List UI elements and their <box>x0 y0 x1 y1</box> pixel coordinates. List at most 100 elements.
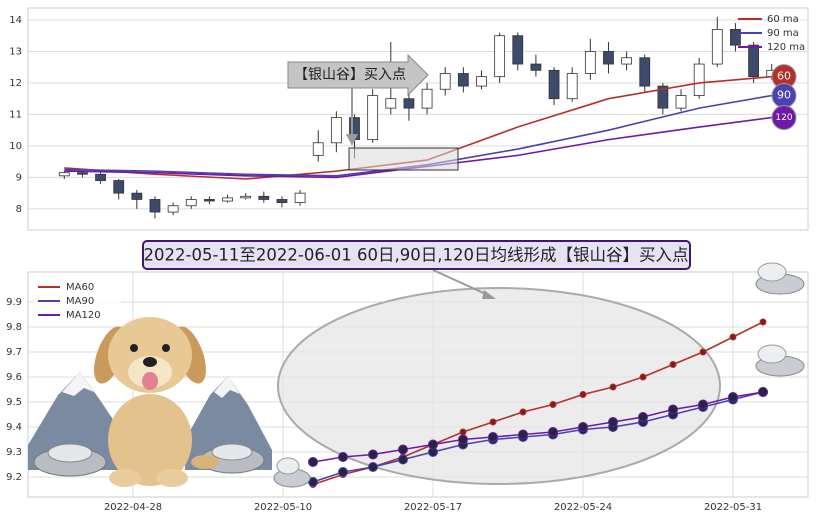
y-tick-label: 8 <box>16 204 22 215</box>
candle-body <box>240 195 252 199</box>
candle-body <box>330 117 342 144</box>
data-point <box>428 439 438 450</box>
y-tick-label: 14 <box>9 15 22 26</box>
candle-body <box>494 35 506 78</box>
y-tick-label: 9.9 <box>6 297 22 308</box>
candle-body <box>77 172 88 175</box>
buy-point-callout: 【银山谷】买入点 <box>287 53 459 171</box>
candle-body <box>512 35 524 65</box>
data-point <box>398 454 408 465</box>
y-tick-label: 9.8 <box>6 322 22 333</box>
pointer-head <box>346 134 358 146</box>
candle-body <box>167 205 179 213</box>
top-plot-area <box>27 7 809 231</box>
ma-badge-label: 90 <box>777 89 791 102</box>
y-tick-label: 9 <box>16 172 22 183</box>
data-point <box>608 417 618 427</box>
dog-body <box>108 394 192 486</box>
data-point <box>549 401 557 408</box>
title-box <box>142 240 691 270</box>
series-line <box>312 391 764 483</box>
candle-body <box>113 180 125 194</box>
data-point <box>308 457 318 467</box>
x-tick-label: 2022-04-28 <box>104 502 162 513</box>
ma-badge <box>771 105 797 131</box>
candle-body <box>730 29 741 46</box>
candle-body <box>294 192 306 204</box>
data-point <box>338 452 348 462</box>
candle-body <box>657 85 669 109</box>
candle-body <box>693 63 705 96</box>
ma-badge-label: 120 <box>775 113 792 123</box>
legend-label: MA60 <box>66 282 94 293</box>
dog-paw <box>156 469 188 487</box>
snow <box>62 372 94 396</box>
candle-body <box>385 98 397 109</box>
candle-body <box>584 51 596 74</box>
bottom-title-box: 2022-05-11至2022-06-01 60日,90日,120日均线形成【银… <box>142 240 691 270</box>
x-tick-label: 2022-05-17 <box>404 502 462 513</box>
data-point <box>669 361 677 368</box>
data-point <box>699 348 707 356</box>
legend-label: MA90 <box>66 296 94 307</box>
ingot <box>757 344 787 364</box>
callout-text: 【银山谷】买入点 <box>294 67 406 83</box>
candle-body <box>131 192 143 200</box>
data-point <box>729 333 737 341</box>
series-line <box>312 391 764 463</box>
data-point <box>459 428 467 436</box>
data-point <box>519 408 527 416</box>
ingot <box>757 262 787 282</box>
y-tick-label: 9.2 <box>6 472 22 483</box>
dog-eye <box>162 344 170 352</box>
candle-body <box>476 76 487 87</box>
series-line <box>312 321 764 486</box>
x-tick-label: 2022-05-10 <box>254 502 312 513</box>
dog-tongue <box>142 372 158 390</box>
candle-body <box>258 195 270 200</box>
decoration <box>28 317 272 487</box>
candle-body <box>367 95 379 141</box>
candle-body <box>675 95 687 109</box>
candle-body <box>185 199 197 207</box>
data-point <box>548 427 558 437</box>
candle-body <box>439 73 451 90</box>
candle-body <box>457 73 469 87</box>
ingot-markers <box>273 262 805 488</box>
data-point <box>668 404 678 415</box>
x-tick-label: 2022-05-24 <box>554 502 612 513</box>
dog-nose <box>143 357 157 367</box>
y-tick-label: 9.3 <box>6 447 22 458</box>
data-point <box>489 418 497 426</box>
ma-badge-label: 60 <box>777 70 791 83</box>
y-tick-label: 13 <box>9 46 22 57</box>
x-tick-label: 2022-05-31 <box>704 502 762 513</box>
candle-body <box>95 173 106 181</box>
bottom-chart: MA60 MA90 MA120 <box>33 278 768 488</box>
data-point <box>488 432 498 442</box>
y-tick-label: 9.5 <box>6 397 22 408</box>
data-point <box>698 399 708 410</box>
candle-body <box>421 88 433 109</box>
legend-label: 90 ma <box>767 28 799 39</box>
y-tick-label: 9.7 <box>6 347 22 358</box>
snow <box>214 376 240 398</box>
y-tick-label: 12 <box>9 78 22 89</box>
data-point <box>639 373 647 381</box>
candle-body <box>58 172 70 177</box>
candle-body <box>222 197 233 202</box>
candle-body <box>530 63 542 71</box>
candle-body <box>204 199 215 202</box>
highlight-ellipse <box>277 287 721 485</box>
candle-body <box>621 57 632 65</box>
y-tick-label: 9.4 <box>6 422 22 433</box>
candle-body <box>149 199 161 213</box>
callout-arrow <box>287 53 429 97</box>
dog-paw <box>109 469 141 487</box>
candle-body <box>312 142 324 156</box>
data-point <box>458 434 468 445</box>
data-point <box>728 392 738 402</box>
legend-label: MA120 <box>66 310 101 321</box>
data-point <box>518 429 528 440</box>
